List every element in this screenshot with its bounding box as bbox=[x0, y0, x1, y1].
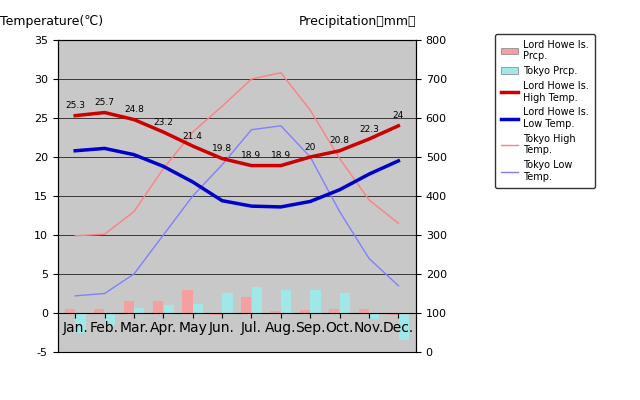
Bar bbox=[193, 304, 203, 313]
Text: Temperature(℃): Temperature(℃) bbox=[0, 14, 104, 28]
Text: 25.7: 25.7 bbox=[95, 98, 115, 107]
Bar bbox=[300, 310, 310, 313]
Legend: Lord Howe Is.
Prcp., Tokyo Prcp., Lord Howe Is.
High Temp., Lord Howe Is.
Low Te: Lord Howe Is. Prcp., Tokyo Prcp., Lord H… bbox=[495, 34, 595, 188]
Text: 19.8: 19.8 bbox=[212, 144, 232, 153]
Text: 20.8: 20.8 bbox=[330, 136, 349, 145]
Text: 20: 20 bbox=[305, 142, 316, 152]
Text: 24: 24 bbox=[393, 111, 404, 120]
Bar bbox=[340, 293, 350, 313]
Bar bbox=[329, 309, 339, 313]
Bar bbox=[281, 290, 291, 313]
Bar bbox=[65, 309, 75, 313]
Bar bbox=[124, 301, 134, 313]
Bar bbox=[134, 308, 145, 313]
Bar bbox=[369, 313, 380, 319]
Bar bbox=[399, 313, 409, 340]
Text: 18.9: 18.9 bbox=[241, 151, 262, 160]
Bar bbox=[388, 313, 398, 314]
Bar bbox=[182, 290, 193, 313]
Text: 22.3: 22.3 bbox=[359, 125, 379, 134]
Text: Precipitation（mm）: Precipitation（mm） bbox=[298, 14, 416, 28]
Bar bbox=[252, 287, 262, 313]
Bar bbox=[358, 309, 369, 313]
Text: 21.4: 21.4 bbox=[183, 132, 203, 141]
Text: 25.3: 25.3 bbox=[65, 101, 85, 110]
Bar bbox=[212, 313, 222, 314]
Bar bbox=[163, 305, 174, 313]
Bar bbox=[222, 293, 232, 313]
Text: 24.8: 24.8 bbox=[124, 105, 144, 114]
Text: 23.2: 23.2 bbox=[154, 118, 173, 126]
Bar bbox=[76, 313, 86, 332]
Bar bbox=[94, 309, 104, 313]
Bar bbox=[310, 290, 321, 313]
Bar bbox=[153, 301, 163, 313]
Bar bbox=[271, 311, 281, 313]
Text: 18.9: 18.9 bbox=[271, 151, 291, 160]
Bar bbox=[241, 298, 252, 313]
Bar bbox=[105, 313, 115, 325]
